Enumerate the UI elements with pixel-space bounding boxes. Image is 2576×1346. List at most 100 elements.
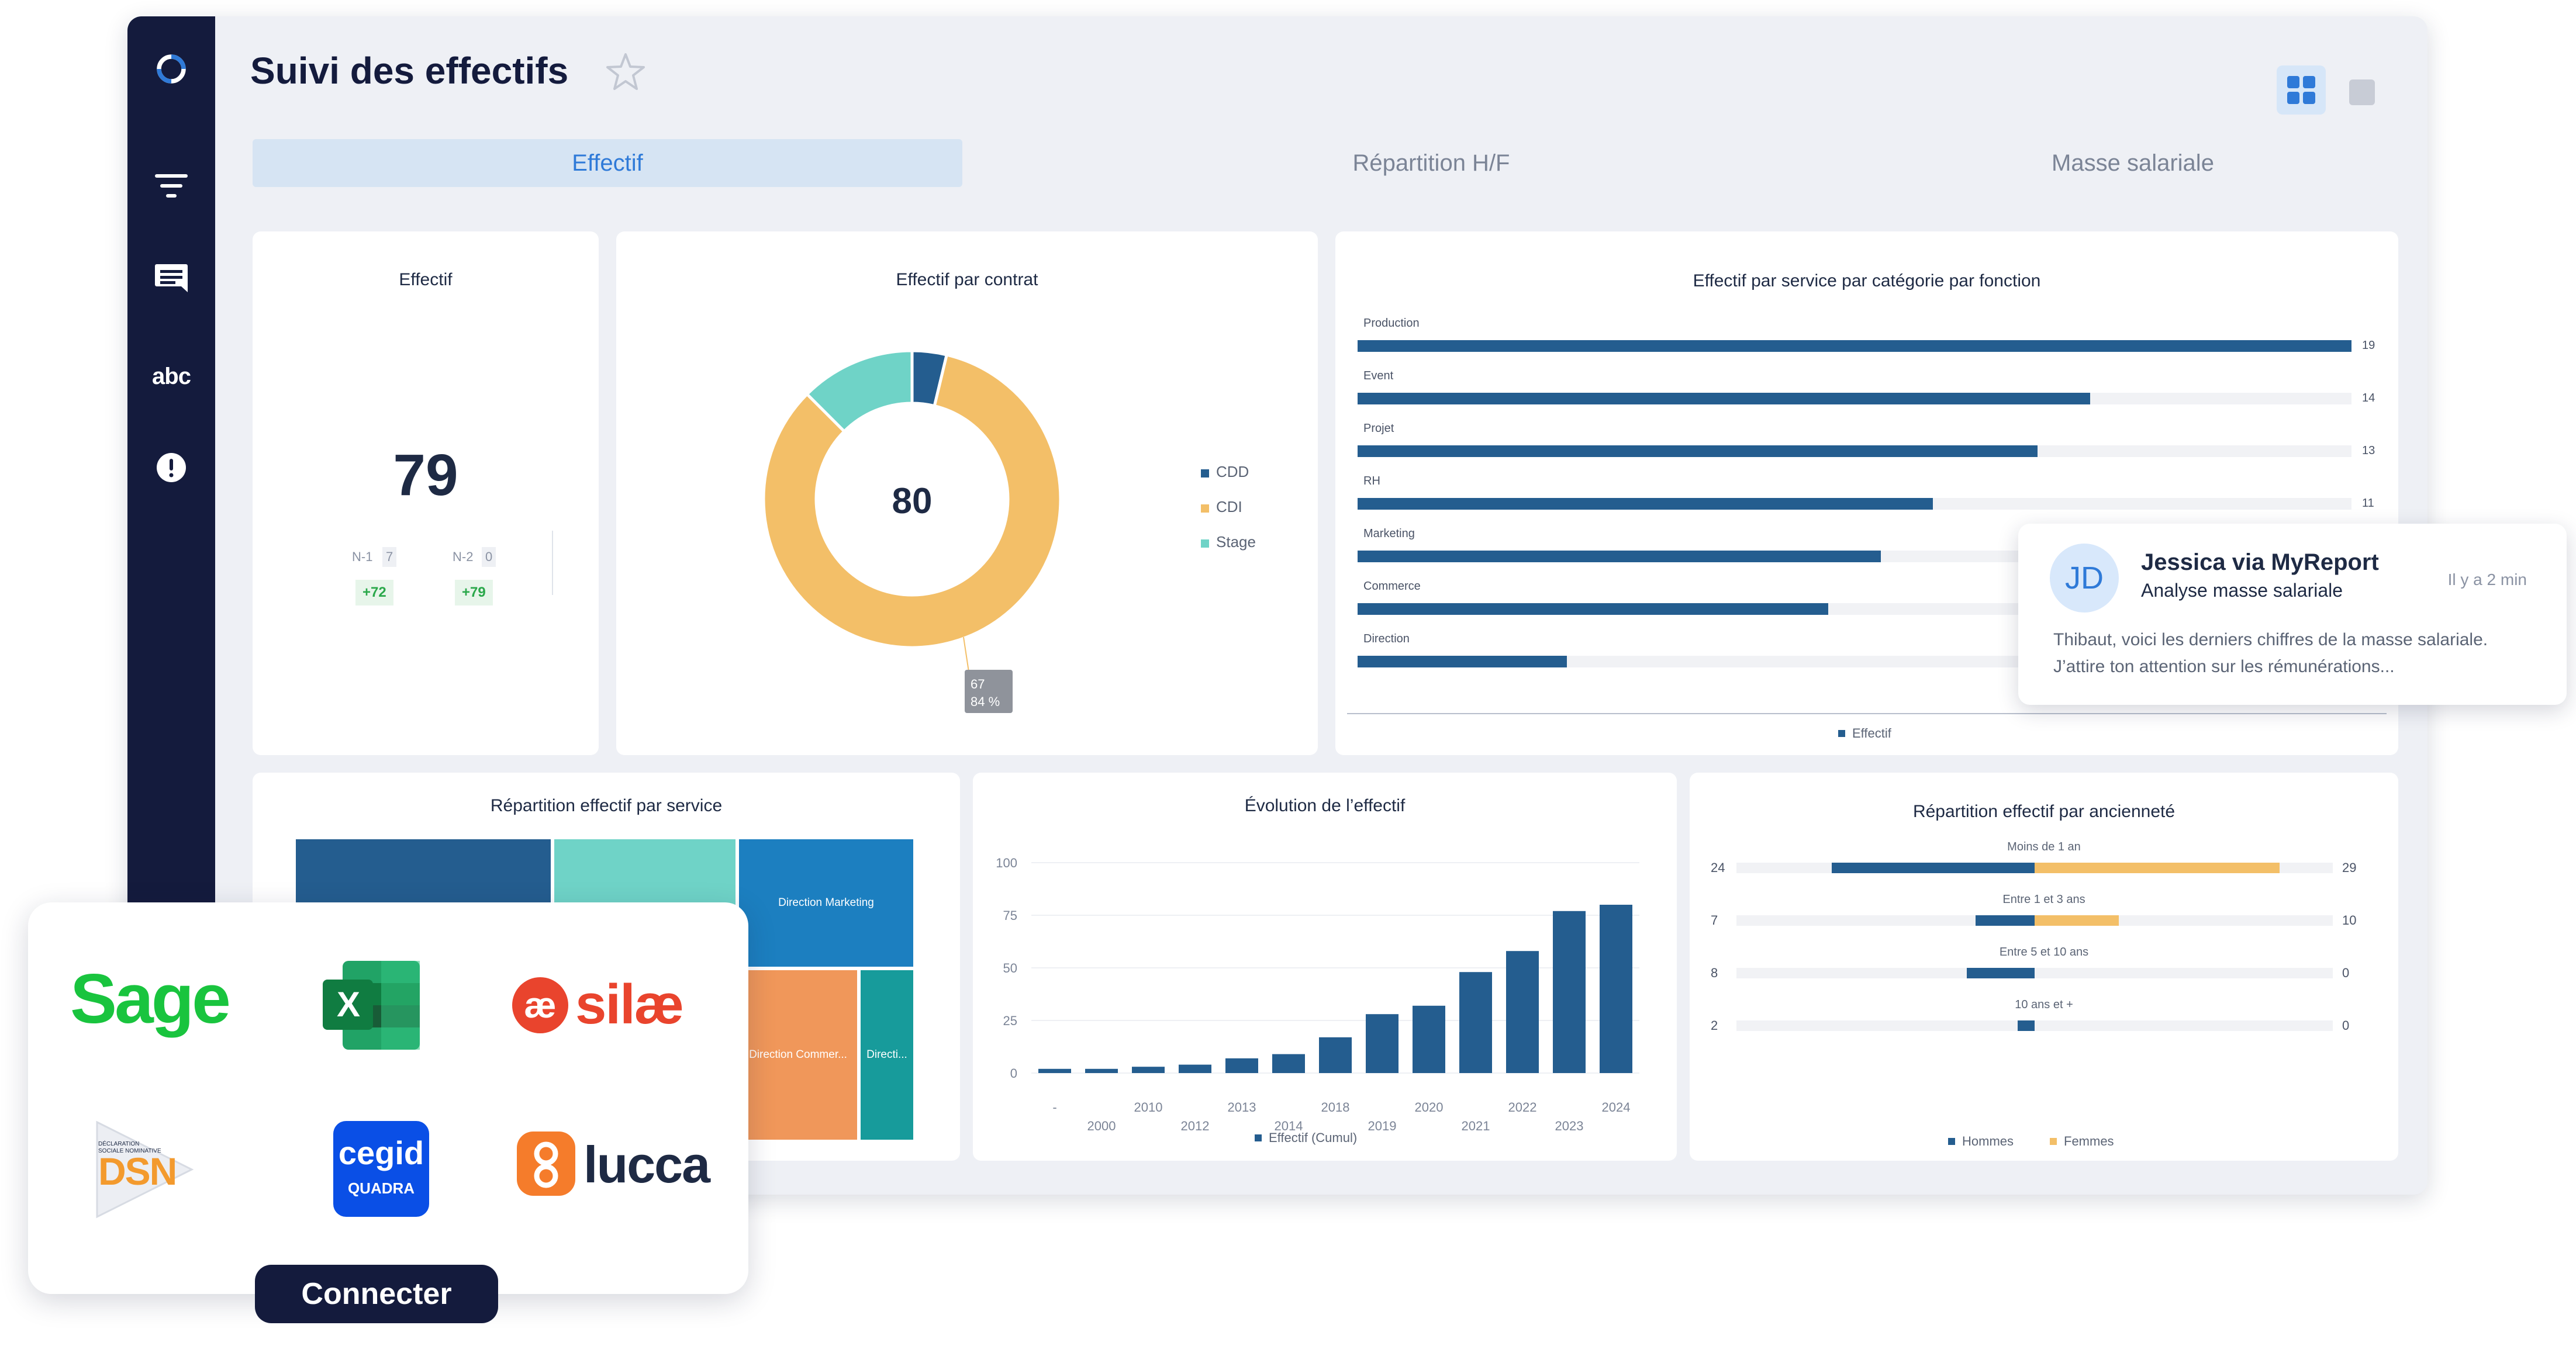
bar-event: [1358, 393, 2090, 404]
text-icon[interactable]: abc: [152, 363, 191, 389]
single-view-icon[interactable]: [2349, 79, 2375, 105]
donut-tooltip: [965, 670, 1013, 713]
value-femmes: 29: [2342, 860, 2357, 875]
seniority-label: Entre 5 et 10 ans: [1999, 946, 2089, 959]
bar-direction: [1358, 656, 1567, 667]
alert-icon[interactable]: [154, 450, 189, 485]
lucca-logo[interactable]: lucca: [517, 1129, 721, 1199]
kpi-title: Effectif: [399, 270, 453, 289]
tab-repartition-hf[interactable]: Répartition H/F: [1352, 150, 1510, 176]
kpi-n2-value: 0: [482, 547, 496, 567]
bar-value: 13: [2362, 444, 2375, 457]
donut-slice-cdi: [762, 352, 1062, 649]
connect-button[interactable]: Connecter: [255, 1265, 498, 1323]
legend-swatch-cdd: [1201, 469, 1209, 477]
quadra-label: QUADRA: [347, 1179, 415, 1197]
x-tick-label: 2012: [1181, 1119, 1210, 1133]
seniority-label: Moins de 1 an: [2007, 840, 2081, 853]
seniority-label: Entre 1 et 3 ans: [2002, 893, 2085, 906]
legend-swatch-stage: [1201, 539, 1209, 548]
grid-view-icon[interactable]: [2277, 65, 2326, 115]
avatar: JD: [2050, 544, 2119, 613]
silae-logo[interactable]: æ silæ: [512, 971, 684, 1041]
lucca-icon: [517, 1132, 575, 1196]
dsn-logo[interactable]: DSN DÉCLARATION SOCIALE NOMINATIVE: [92, 1120, 198, 1219]
notification-subject: Analyse masse salariale: [2141, 580, 2343, 601]
x-tick-label: 2013: [1228, 1100, 1256, 1115]
kpi-n1-label: N-1: [352, 549, 373, 564]
bar-label: Event: [1363, 369, 1394, 382]
notification-body: Thibaut, voici les derniers chiffres de …: [2053, 627, 2544, 680]
legend-femmes: Femmes: [2050, 1134, 2114, 1149]
y-tick-label: 0: [1010, 1066, 1017, 1081]
tab-masse-salariale[interactable]: Masse salariale: [2052, 150, 2214, 176]
treemap-title: Répartition effectif par service: [490, 796, 723, 815]
legend-cdd: CDD: [1216, 463, 1249, 480]
legend-effectif-cumul: Effectif (Cumul): [1255, 1130, 1357, 1146]
sage-logo[interactable]: Sage: [70, 960, 231, 1038]
bar-projet: [1358, 445, 2038, 457]
logo-icon[interactable]: [154, 51, 189, 86]
cegid-quadra-logo[interactable]: cegid QUADRA: [333, 1121, 429, 1217]
bar-label: Direction: [1363, 632, 1410, 645]
kpi-card: Effectif 79 N-1 7 +72 N-2 0 +79: [253, 231, 599, 755]
bar-production: [1358, 340, 2351, 352]
bar-label: Commerce: [1363, 580, 1421, 593]
axis-line: [1347, 713, 2387, 714]
x-tick-label: 2020: [1415, 1100, 1444, 1115]
evolution-bar: [1038, 1068, 1071, 1073]
kpi-n2-delta: +79: [455, 580, 493, 605]
evolution-bar: [1506, 951, 1539, 1073]
bar-rh: [1358, 498, 1933, 510]
kpi-n1-delta: +72: [355, 580, 393, 605]
treemap-cell[interactable]: Directi...: [861, 970, 913, 1140]
dsn-subtext: DÉCLARATION SOCIALE NOMINATIVE: [98, 1141, 161, 1154]
y-tick-label: 75: [1003, 908, 1017, 923]
evolution-bar: [1553, 911, 1586, 1073]
comment-icon[interactable]: [154, 261, 189, 296]
silae-mark: æ: [512, 977, 568, 1033]
bar-label: Production: [1363, 317, 1420, 330]
bar-commerce: [1358, 603, 1829, 615]
notification-sender: Jessica via MyReport: [2141, 549, 2379, 575]
value-hommes: 2: [1711, 1018, 1718, 1033]
bar-marketing: [1358, 551, 1881, 562]
donut-chart: 80 67 84 % CDD CDI Stage: [762, 349, 1256, 713]
evolution-bar: [1319, 1037, 1352, 1073]
seniority-label: 10 ans et +: [2015, 998, 2073, 1011]
bar-hommes: [1967, 968, 2035, 978]
treemap-cell[interactable]: Direction Marketing: [739, 839, 913, 967]
star-icon[interactable]: [606, 53, 645, 94]
notification-card[interactable]: JD Jessica via MyReport Analyse masse sa…: [2018, 524, 2567, 705]
tooltip-value: 67: [971, 677, 985, 691]
bar-label: RH: [1363, 475, 1380, 487]
x-tick-label: 2024: [1602, 1100, 1631, 1115]
x-tick-label: 2019: [1368, 1119, 1397, 1133]
evolution-bar: [1179, 1064, 1211, 1073]
value-femmes: 10: [2342, 913, 2357, 928]
x-tick-label: 2023: [1555, 1119, 1584, 1133]
value-hommes: 8: [1711, 966, 1718, 980]
treemap-cell[interactable]: Direction Commer...: [739, 970, 857, 1140]
contract-chart-card: Effectif par contrat 80 67 84 % CDD CDI Stage: [616, 231, 1318, 755]
tab-effectif[interactable]: Effectif: [253, 139, 962, 187]
bar-value: 11: [2362, 497, 2374, 510]
bar-femmes: [2035, 863, 2280, 873]
bar-label: Marketing: [1363, 527, 1415, 540]
x-tick-label: 2021: [1462, 1119, 1490, 1133]
service-chart-title: Effectif par service par catégorie par f…: [1693, 271, 2041, 290]
seniority-track: [1736, 1020, 2333, 1031]
excel-logo[interactable]: X: [319, 959, 422, 1052]
bar-label: Projet: [1363, 422, 1394, 435]
notification-time: Il y a 2 min: [2447, 570, 2527, 589]
legend-effectif: Effectif: [1838, 726, 1891, 741]
filter-icon[interactable]: [154, 168, 189, 203]
notification-line-2: J’attire ton attention sur les rémunérat…: [2053, 657, 2395, 676]
tooltip-percent: 84 %: [971, 694, 1000, 709]
bar-femmes: [2035, 915, 2119, 926]
evolution-bar: [1272, 1054, 1305, 1073]
x-tick-label: 2018: [1321, 1100, 1350, 1115]
value-hommes: 7: [1711, 913, 1718, 928]
y-tick-label: 100: [996, 856, 1017, 870]
notification-line-1: Thibaut, voici les derniers chiffres de …: [2053, 630, 2488, 649]
